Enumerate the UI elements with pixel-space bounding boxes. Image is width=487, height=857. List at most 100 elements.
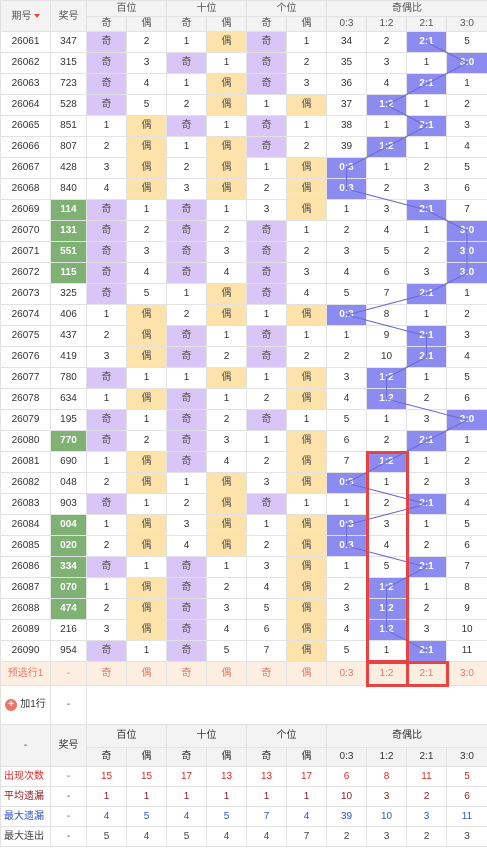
predict-cell[interactable]: 3:0 [446,661,487,686]
group-ratio: 奇偶比 [326,0,487,17]
predict-cell[interactable]: 奇 [246,661,287,686]
predict-cell[interactable]: 偶 [126,661,167,686]
ratio-cell: 1:2 [366,619,407,641]
digit-cell: 偶 [286,157,327,179]
table-row: 26088 474 2 偶奇 3 5 偶 3 1:2 2 9 [0,598,487,620]
digit-cell: 4 [206,262,247,284]
ratio-cell: 39 [326,136,367,158]
digit-cell: 3 [86,157,127,179]
table-row: 26083 903 奇 1 2 偶奇 1 1 2 2:1 4 [0,493,487,515]
period-cell: 26080 [0,430,51,452]
table-row: 26063 723 奇 4 1 偶奇 3 36 4 2:1 1 [0,73,487,95]
ratio-cell: 6 [446,388,487,410]
digit-cell: 偶 [126,535,167,557]
stat-row: 最大连出 -5 4 5 4 4 7 2 3 2 3 [0,826,487,847]
predict-cell[interactable]: 0:3 [326,661,367,686]
digit-cell: 2 [206,409,247,431]
number-cell: 851 [50,115,87,137]
digit-cell: 2 [286,52,327,74]
ratio-cell: 5 [446,367,487,389]
ratio-cell: 4 [446,136,487,158]
digit-cell: 奇 [166,220,207,242]
digit-cell: 偶 [206,514,247,536]
period-cell: 26071 [0,241,51,263]
number-cell: 195 [50,409,87,431]
footer-sub: 奇 [86,747,127,767]
ratio-cell: 1 [446,430,487,452]
predict-cell[interactable]: 偶 [286,661,327,686]
number-cell: 216 [50,619,87,641]
period-cell: 26077 [0,367,51,389]
digit-cell: 1 [126,409,167,431]
digit-cell: 偶 [126,577,167,599]
digit-cell: 奇 [86,262,127,284]
digit-cell: 偶 [126,598,167,620]
digit-cell: 奇 [86,409,127,431]
add-row-button[interactable]: + 加1行 [5,687,46,724]
ratio-cell: 35 [326,52,367,74]
digit-cell: 奇 [166,199,207,221]
stat-value: 10 [366,806,407,827]
digit-cell: 偶 [206,304,247,326]
ratio-cell: 5 [326,283,367,305]
ratio-cell: 2:1 [406,556,447,578]
stat-value: 1 [126,786,167,807]
add-row-label: 加1行 [20,699,46,710]
digit-cell: 2 [286,346,327,368]
table-row: 26068 840 4 偶 3 偶 2 偶 0:3 2 3 6 [0,178,487,200]
digit-cell: 偶 [206,73,247,95]
number-cell: 474 [50,598,87,620]
stat-number: - [50,826,87,847]
period-cell: 26068 [0,178,51,200]
plus-icon: + [5,699,18,711]
period-cell: 26074 [0,304,51,326]
digit-cell: 1 [246,430,287,452]
digit-cell: 奇 [86,52,127,74]
predict-cell[interactable]: 1:2 [366,661,407,686]
predict-cell[interactable]: 偶 [206,661,247,686]
ratio-cell: 2:1 [406,493,447,515]
digit-cell: 偶 [286,535,327,557]
stat-value: 4 [286,806,327,827]
stat-number: - [50,786,87,807]
number-cell: 070 [50,577,87,599]
ratio-cell: 6 [446,178,487,200]
ratio-cell: 6 [326,430,367,452]
period-header[interactable]: 期号 [0,0,51,32]
digit-cell: 1 [286,220,327,242]
predict-cell[interactable]: 奇 [166,661,207,686]
sort-icon[interactable] [33,13,40,18]
digit-cell: 1 [286,31,327,53]
ratio-cell: 2:1 [406,115,447,137]
digit-cell: 2 [206,346,247,368]
digit-cell: 3 [246,556,287,578]
ratio-cell: 5 [446,157,487,179]
ratio-cell: 1:2 [366,367,407,389]
add-row-cell: + 加1行 [0,685,51,725]
ratio-cell: 3:0 [446,241,487,263]
footer-sub: 偶 [286,747,327,767]
stat-row: 出现次数 -15 15 17 13 13 17 6 8 11 5 [0,766,487,787]
predict-cell[interactable]: 奇 [86,661,127,686]
digit-cell: 偶 [206,94,247,116]
predict-cell[interactable]: 2:1 [406,661,447,686]
digit-cell: 偶 [286,94,327,116]
ratio-cell: 2 [406,535,447,557]
stat-value: 3 [366,786,407,807]
sub-header: 2:1 [406,16,447,32]
footer-dash: - [0,724,51,767]
ratio-cell: 2:1 [406,73,447,95]
ratio-cell: 4 [326,619,367,641]
ratio-cell: 9 [446,598,487,620]
ratio-cell: 3 [406,619,447,641]
digit-cell: 1 [166,283,207,305]
digit-cell: 1 [126,556,167,578]
stat-value: 5 [86,826,127,847]
ratio-cell: 9 [366,325,407,347]
digit-cell: 2 [86,136,127,158]
table-row: 26065 851 1 偶奇 1 奇 1 38 1 2:1 3 [0,115,487,137]
digit-cell: 奇 [166,598,207,620]
digit-cell: 奇 [246,136,287,158]
ratio-cell: 1 [446,283,487,305]
digit-cell: 偶 [206,283,247,305]
